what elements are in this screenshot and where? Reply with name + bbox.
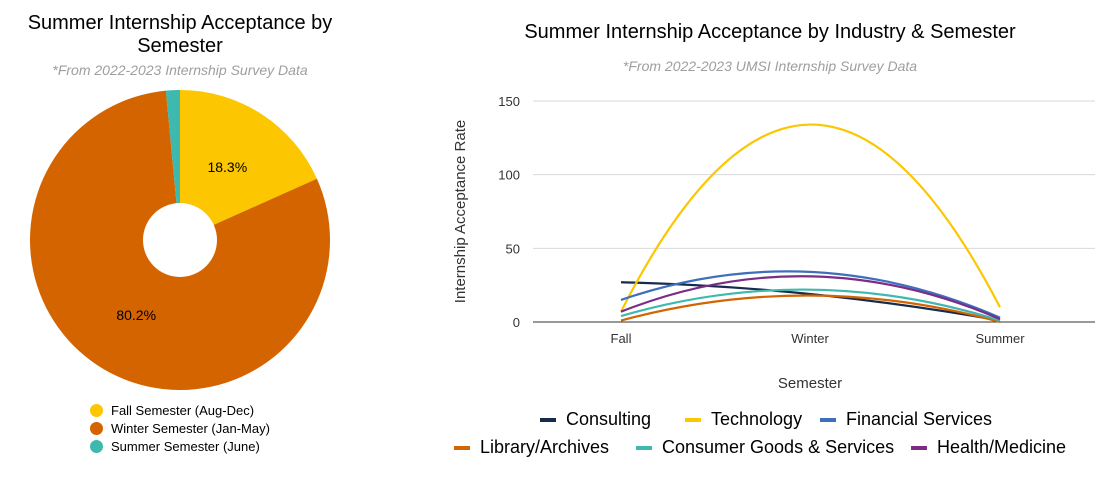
x-tick-label: Winter [791, 331, 829, 346]
line-chart: 0 50 100 150 Fall Winter Summer Semester Interns… [452, 94, 1095, 392]
line-legend-item: Library/Archives [454, 437, 609, 458]
line-legend-item: Technology [685, 409, 802, 430]
series-line-consulting [620, 281, 1001, 322]
line-legend-item: Financial Services [820, 409, 992, 430]
y-tick-label: 100 [498, 168, 520, 183]
pie-legend-label: Fall Semester (Aug-Dec) [111, 403, 255, 418]
series-line-library-archives [620, 294, 1001, 324]
legend-dot-icon [90, 422, 103, 435]
series-line-technology [620, 123, 1001, 313]
line-legend-item: Consulting [540, 409, 651, 430]
pie-donut-hole [143, 203, 217, 277]
pie-legend-label: Summer Semester (June) [111, 439, 260, 454]
line-chart-panel: Summer Internship Acceptance by Industry… [440, 0, 1115, 499]
pie-legend-item: Fall Semester (Aug-Dec) [90, 403, 254, 418]
pie-slice-2 [165, 90, 180, 240]
pie-chart: 18.3% 80.2% [30, 90, 331, 390]
line-chart-subtitle: *From 2022-2023 UMSI Internship Survey D… [622, 58, 918, 74]
legend-dash-icon [636, 445, 652, 450]
pie-legend-label: Winter Semester (Jan-May) [111, 421, 270, 436]
legend-dot-icon [90, 440, 103, 453]
pie-legend-item: Winter Semester (Jan-May) [90, 421, 270, 436]
line-legend-label: Library/Archives [480, 437, 610, 457]
pie-chart-panel: Summer Internship Acceptance by Semester… [0, 0, 360, 499]
y-axis-title: Internship Acceptance Rate [452, 120, 469, 303]
line-legend-item: Consumer Goods & Services [636, 437, 894, 458]
line-legend-label: Health/Medicine [937, 437, 1067, 457]
line-chart-title: Summer Internship Acceptance by Industry… [524, 21, 1016, 43]
pie-slice-label-0: 18.3% [207, 159, 247, 175]
line-legend-label: Consumer Goods & Services [662, 437, 895, 457]
pie-legend-item: Summer Semester (June) [90, 439, 260, 454]
pie-slice-label-1: 80.2% [116, 307, 156, 323]
legend-dot-icon [90, 404, 103, 417]
legend-dash-icon [820, 417, 836, 422]
legend-dash-icon [540, 417, 556, 422]
y-tick-label: 150 [498, 94, 520, 109]
line-legend-label: Financial Services [846, 409, 993, 429]
legend-dash-icon [911, 445, 927, 450]
pie-slice-0 [180, 90, 317, 240]
y-tick-label: 0 [513, 315, 520, 330]
pie-chart-title: Summer Internship Acceptance by Semester [27, 12, 333, 57]
series-line-financial-services [620, 270, 1001, 319]
pie-chart-subtitle: *From 2022-2023 Internship Survey Data [52, 62, 308, 78]
line-legend-item: Health/Medicine [911, 437, 1066, 458]
series-line-health-medicine [620, 275, 1001, 321]
x-tick-label: Fall [611, 331, 632, 346]
line-legend-label: Consulting [566, 409, 652, 429]
y-tick-label: 50 [506, 241, 520, 256]
series-line-consumer-goods-services [620, 288, 1001, 322]
x-axis-title: Semester [778, 375, 842, 392]
line-legend-label: Technology [711, 409, 803, 429]
legend-dash-icon [685, 417, 701, 422]
legend-dash-icon [454, 445, 470, 450]
x-tick-label: Summer [975, 331, 1025, 346]
